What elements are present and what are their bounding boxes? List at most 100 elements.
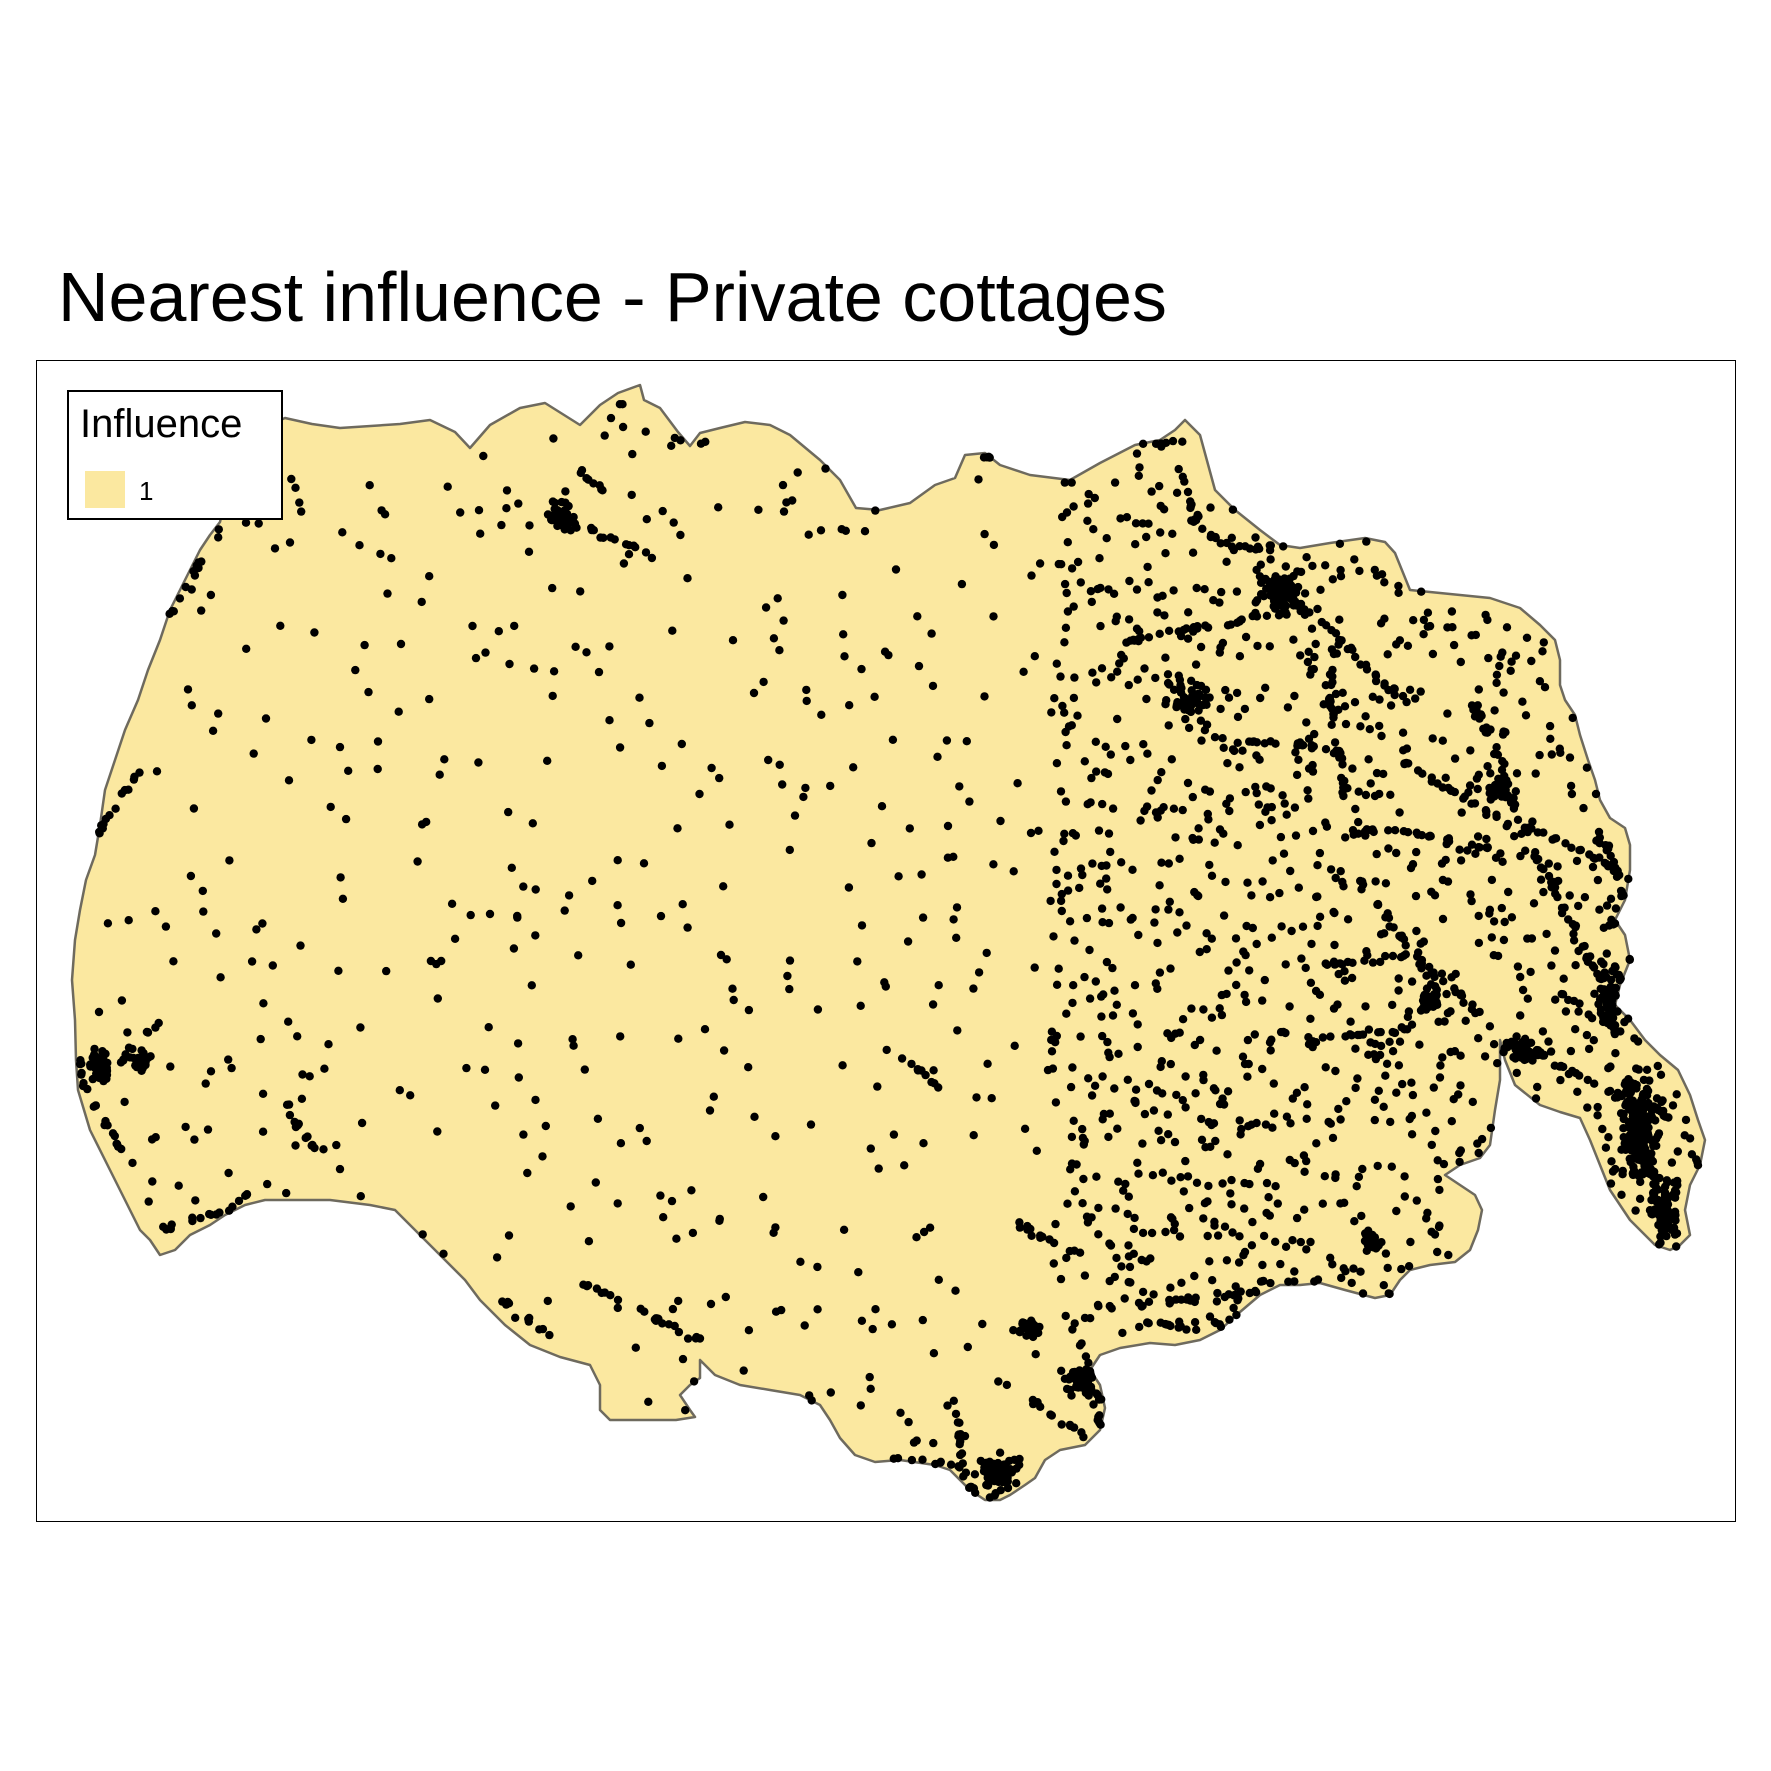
cottage-point	[1459, 998, 1468, 1007]
cottage-point	[1607, 915, 1616, 924]
cottage-point	[1523, 994, 1533, 1003]
cottage-point	[528, 819, 537, 828]
cottage-point	[1277, 591, 1286, 600]
cottage-point	[1236, 1130, 1245, 1139]
cottage-point	[1133, 1158, 1142, 1168]
cottage-point	[764, 755, 773, 765]
cottage-point	[1232, 980, 1241, 990]
cottage-point	[1135, 463, 1144, 472]
cottage-point	[1565, 753, 1575, 762]
cottage-point	[925, 1223, 935, 1232]
cottage-point	[1303, 786, 1312, 795]
cottage-point	[1637, 1168, 1646, 1177]
cottage-point	[1493, 1059, 1502, 1068]
cottage-point	[1427, 1227, 1436, 1237]
cottage-point	[548, 583, 557, 593]
cottage-point	[695, 789, 704, 799]
cottage-point	[1015, 1218, 1024, 1227]
cottage-point	[929, 1349, 939, 1358]
cottage-point	[1316, 585, 1325, 594]
cottage-point	[1455, 1157, 1464, 1167]
cottage-point	[1307, 624, 1317, 633]
cottage-point	[1210, 1217, 1219, 1227]
cottage-point	[1094, 1412, 1103, 1422]
cottage-point	[1047, 1047, 1057, 1056]
cottage-point	[1584, 1044, 1594, 1054]
cottage-point	[1290, 1277, 1299, 1286]
cottage-point	[1482, 834, 1491, 844]
cottage-point	[1292, 770, 1302, 780]
cottage-point	[1582, 763, 1592, 772]
cottage-point	[1337, 754, 1347, 763]
cottage-point	[1182, 1325, 1191, 1334]
cottage-point	[1184, 723, 1194, 733]
cottage-point	[1611, 983, 1621, 992]
cottage-point	[525, 521, 534, 530]
cottage-point	[1167, 1176, 1176, 1185]
cottage-point	[1063, 607, 1073, 616]
cottage-point	[1403, 828, 1413, 837]
cottage-point	[1601, 972, 1611, 981]
cottage-point	[1389, 923, 1398, 932]
cottage-point	[497, 520, 506, 530]
cottage-point	[1171, 1029, 1180, 1038]
cottage-point	[1091, 737, 1101, 746]
cottage-point	[1617, 887, 1626, 896]
cottage-point	[1582, 1030, 1592, 1040]
cottage-point	[1483, 843, 1492, 853]
cottage-point	[1467, 896, 1476, 906]
cottage-point	[871, 1305, 880, 1314]
cottage-point	[1203, 623, 1213, 632]
cottage-point	[535, 1325, 544, 1334]
cottage-point	[749, 688, 759, 698]
cottage-point	[1191, 516, 1201, 525]
cottage-point	[1474, 1034, 1483, 1043]
cottage-point	[247, 957, 257, 966]
cottage-point	[1247, 891, 1256, 900]
cottage-point	[1486, 1123, 1496, 1133]
cottage-point	[1625, 955, 1635, 964]
cottage-point	[1222, 557, 1231, 566]
cottage-point	[744, 1326, 754, 1335]
cottage-point	[1312, 892, 1321, 902]
cottage-point	[1533, 1082, 1542, 1092]
cottage-point	[480, 1065, 490, 1075]
cottage-point	[1108, 963, 1117, 973]
cottage-point	[1646, 1170, 1655, 1179]
cottage-point	[1155, 968, 1165, 977]
cottage-point	[1222, 799, 1231, 808]
map-frame	[36, 360, 1736, 1522]
cottage-point	[1126, 755, 1135, 765]
cottage-point	[1051, 1219, 1060, 1229]
cottage-point	[1265, 893, 1275, 902]
cottage-point	[678, 900, 687, 909]
cottage-point	[1164, 626, 1174, 635]
cottage-point	[949, 1396, 958, 1406]
cottage-point	[503, 1297, 512, 1307]
cottage-point	[1638, 1107, 1648, 1117]
cottage-point	[456, 508, 465, 517]
cottage-point	[728, 636, 738, 645]
cottage-point	[1434, 1017, 1443, 1026]
cottage-point	[466, 910, 475, 920]
cottage-point	[1185, 1203, 1194, 1213]
cottage-point	[991, 1489, 1000, 1498]
cottage-point	[1056, 672, 1065, 681]
cottage-point	[1114, 1049, 1123, 1059]
cottage-point	[1045, 1235, 1054, 1244]
cottage-point	[241, 518, 251, 527]
cottage-point	[1218, 1179, 1227, 1188]
cottage-point	[1268, 856, 1277, 865]
cottage-point	[716, 950, 726, 960]
cottage-point	[1124, 1192, 1134, 1201]
cottage-point	[1147, 1228, 1157, 1238]
cottage-point	[1390, 826, 1400, 835]
cottage-point	[1668, 1101, 1678, 1110]
cottage-point	[1216, 539, 1225, 548]
cottage-point	[856, 1001, 865, 1010]
cottage-point	[1306, 978, 1316, 987]
cottage-point	[1331, 1173, 1340, 1183]
cottage-point	[866, 1384, 875, 1394]
cottage-point	[759, 677, 768, 687]
cottage-point	[1218, 1094, 1227, 1103]
